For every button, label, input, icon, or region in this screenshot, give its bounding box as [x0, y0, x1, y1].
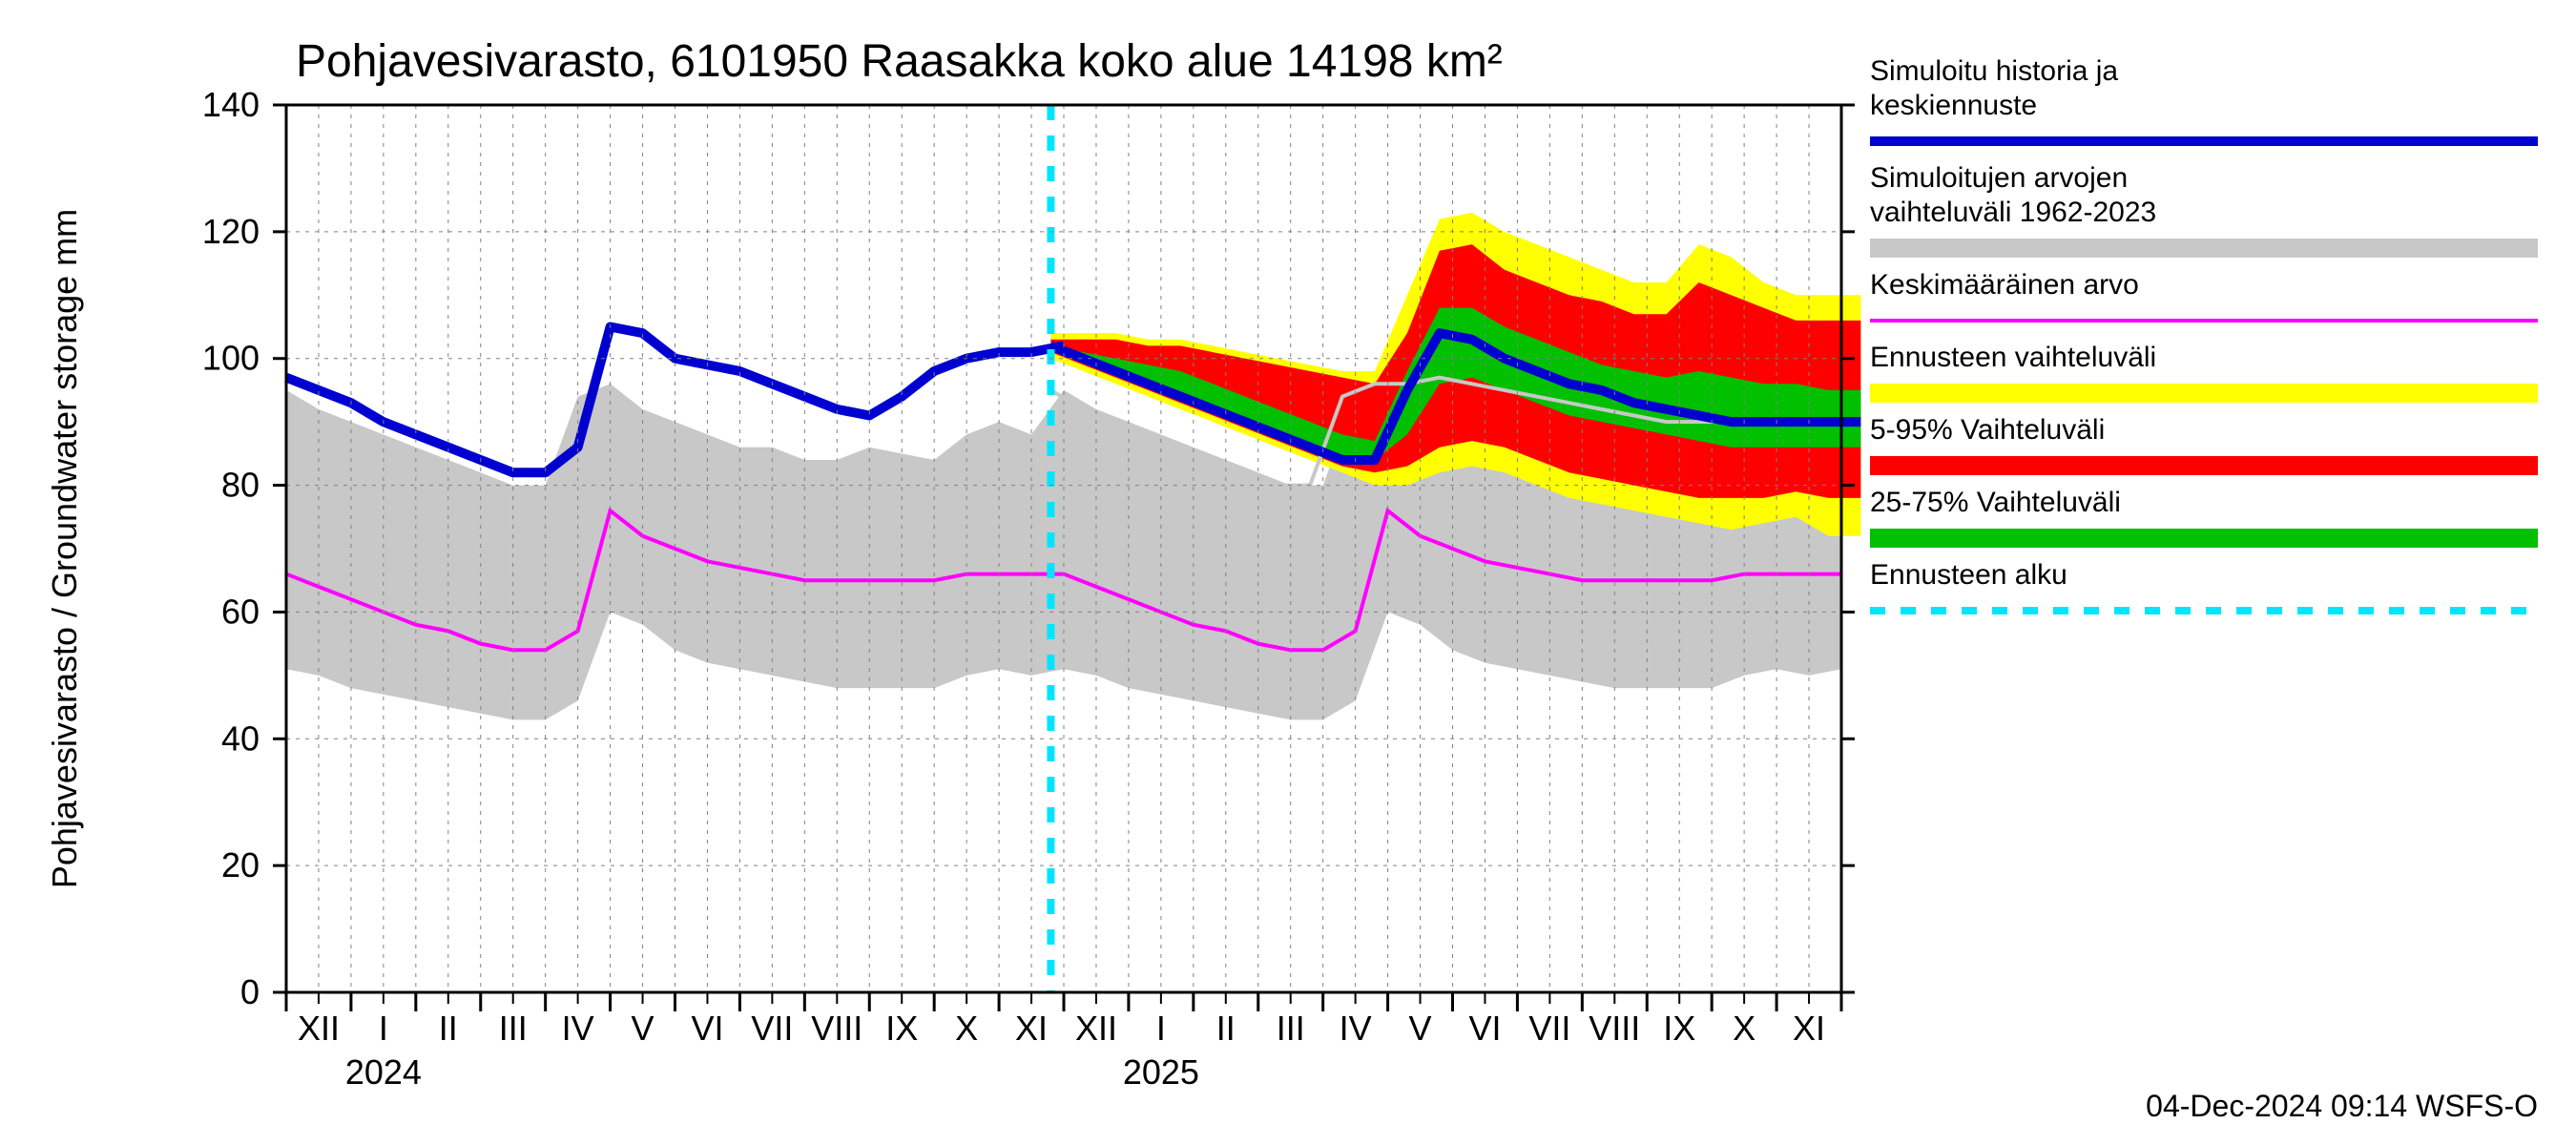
legend-label-yellow: Ennusteen vaihteluväli [1870, 342, 2156, 373]
svg-text:XII: XII [298, 1009, 340, 1048]
groundwater-forecast-chart: 020406080100120140XIIIIIIIIIVVVIVIIVIIII… [0, 0, 2576, 1145]
svg-text:III: III [499, 1009, 528, 1048]
svg-text:VII: VII [751, 1009, 793, 1048]
svg-text:XI: XI [1015, 1009, 1048, 1048]
svg-text:120: 120 [202, 212, 260, 251]
legend-swatch-yellow [1870, 384, 2538, 403]
svg-text:20: 20 [221, 845, 260, 885]
svg-text:VIII: VIII [1589, 1009, 1640, 1048]
legend-label-blue: Simuloitu historia ja [1870, 55, 2118, 87]
svg-text:VIII: VIII [811, 1009, 862, 1048]
svg-text:60: 60 [221, 592, 260, 631]
legend-label-magenta: Keskimääräinen arvo [1870, 269, 2139, 301]
svg-text:II: II [439, 1009, 458, 1048]
legend-label-gray: vaihteluväli 1962-2023 [1870, 197, 2156, 228]
legend-label-red: 5-95% Vaihteluväli [1870, 414, 2105, 446]
svg-text:VI: VI [1468, 1009, 1501, 1048]
svg-text:V: V [1409, 1009, 1432, 1048]
svg-text:IX: IX [1663, 1009, 1695, 1048]
legend-label-green: 25-75% Vaihteluväli [1870, 487, 2121, 518]
svg-text:I: I [1156, 1009, 1166, 1048]
svg-text:2025: 2025 [1123, 1052, 1199, 1092]
legend-label-blue: keskiennuste [1870, 90, 2037, 121]
chart-svg: 020406080100120140XIIIIIIIIIVVVIVIIVIIII… [0, 0, 2576, 1145]
svg-text:XII: XII [1075, 1009, 1117, 1048]
legend-swatch-green [1870, 529, 2538, 548]
svg-text:140: 140 [202, 85, 260, 124]
svg-text:40: 40 [221, 718, 260, 758]
svg-text:VII: VII [1528, 1009, 1570, 1048]
svg-text:X: X [955, 1009, 978, 1048]
svg-text:XI: XI [1793, 1009, 1825, 1048]
svg-text:0: 0 [240, 972, 260, 1011]
svg-text:IV: IV [1340, 1009, 1372, 1048]
svg-text:100: 100 [202, 339, 260, 378]
svg-text:80: 80 [221, 466, 260, 505]
chart-footer: 04-Dec-2024 09:14 WSFS-O [2146, 1089, 2538, 1123]
svg-text:IX: IX [885, 1009, 918, 1048]
svg-text:V: V [632, 1009, 654, 1048]
svg-text:VI: VI [691, 1009, 723, 1048]
legend-swatch-gray [1870, 239, 2538, 258]
legend-label-gray: Simuloitujen arvojen [1870, 162, 2128, 194]
svg-text:X: X [1733, 1009, 1755, 1048]
svg-text:I: I [379, 1009, 388, 1048]
legend-swatch-red [1870, 456, 2538, 475]
svg-text:IV: IV [562, 1009, 594, 1048]
svg-text:III: III [1277, 1009, 1305, 1048]
legend-label-cyan: Ennusteen alku [1870, 559, 2067, 591]
chart-title: Pohjavesivarasto, 6101950 Raasakka koko … [296, 36, 1503, 87]
svg-text:2024: 2024 [345, 1052, 422, 1092]
y-axis-label: Pohjavesivarasto / Groundwater storage m… [45, 209, 84, 888]
svg-text:II: II [1216, 1009, 1236, 1048]
